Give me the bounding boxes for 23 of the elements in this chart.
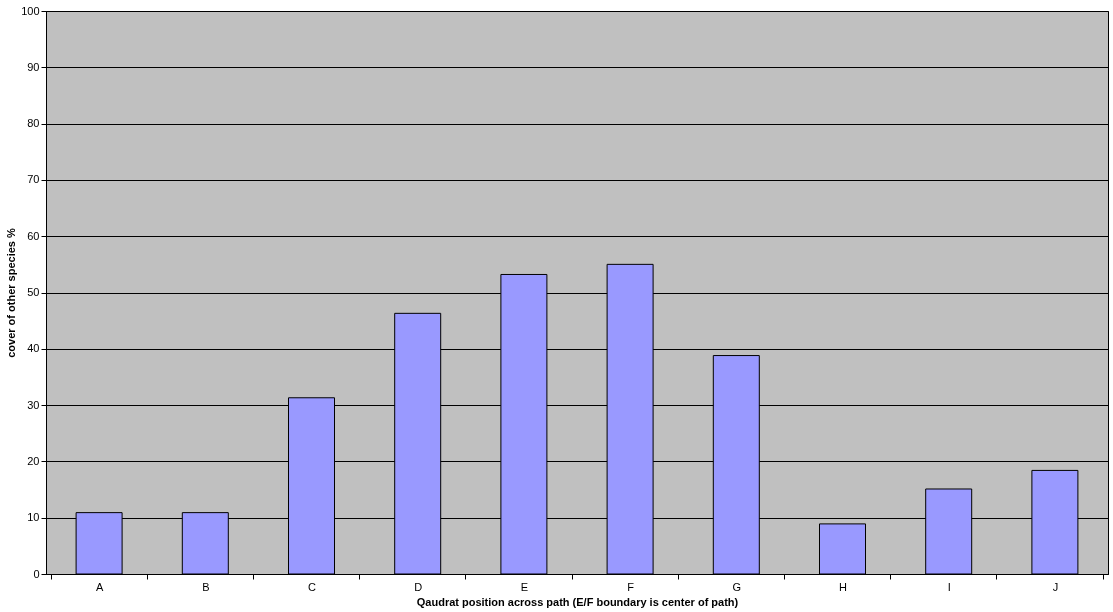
x-tick-label: G <box>732 580 742 593</box>
x-tick-label: B <box>202 580 210 593</box>
x-axis-title: Qaudrat position across path (E/F boundary is center of path) <box>416 595 739 608</box>
y-tick-label: 100 <box>21 4 40 17</box>
x-tick-label: J <box>1052 580 1059 593</box>
y-axis-title: cover of other species % <box>5 227 18 358</box>
x-tick-label: D <box>414 580 423 593</box>
x-tick-label: H <box>839 580 848 593</box>
y-tick-label: 90 <box>27 60 40 73</box>
x-tick-label: E <box>520 580 529 593</box>
x-tick-label: C <box>308 580 317 593</box>
y-tick-label: 80 <box>27 117 40 130</box>
y-tick-label: 0 <box>33 567 40 580</box>
y-tick-label: 20 <box>27 454 40 467</box>
x-tick-label: F <box>627 580 635 593</box>
x-tick-label: I <box>947 580 951 593</box>
y-tick-label: 40 <box>27 342 40 355</box>
y-tick-label: 60 <box>27 229 40 242</box>
x-tick-label: A <box>95 580 104 593</box>
y-tick-label: 70 <box>27 173 40 186</box>
y-tick-label: 30 <box>27 398 40 411</box>
y-tick-label: 10 <box>27 511 40 524</box>
y-tick-label: 50 <box>27 286 40 298</box>
